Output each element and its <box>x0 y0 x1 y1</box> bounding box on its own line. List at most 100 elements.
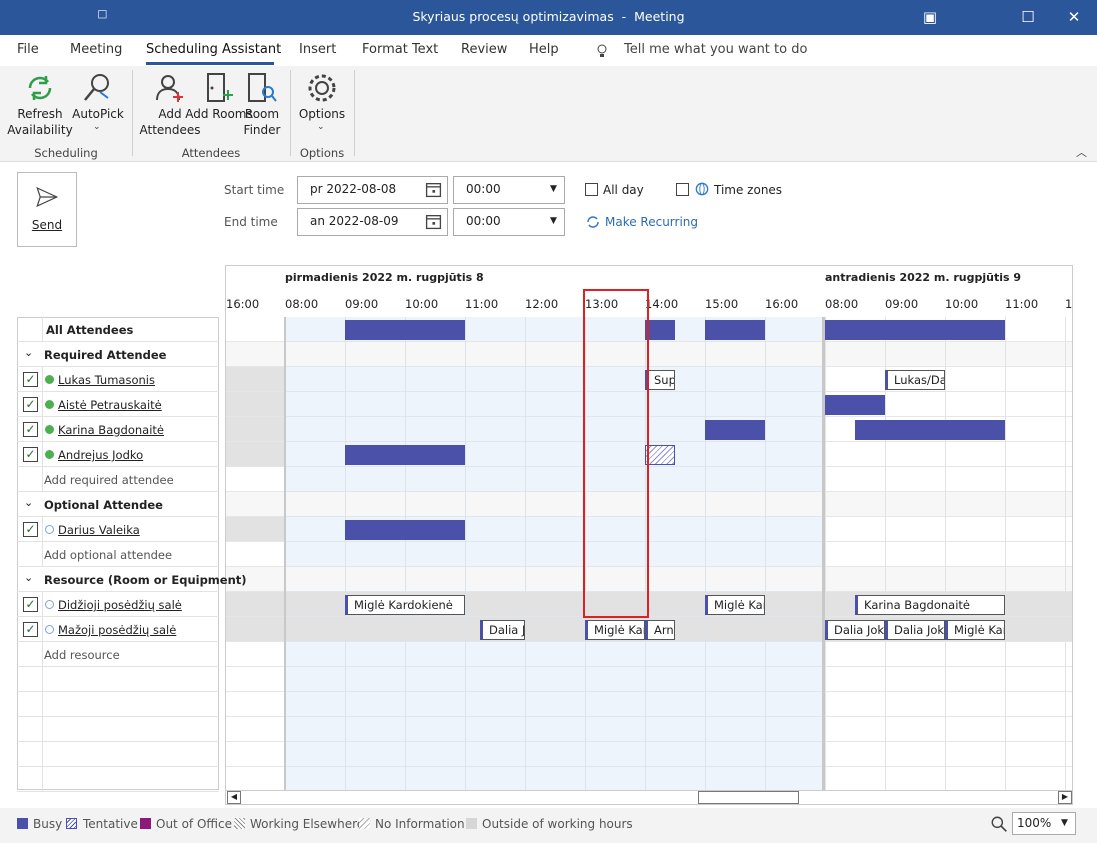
attendee-checkbox[interactable]: ✓ <box>23 422 38 437</box>
scroll-right[interactable]: ▶ <box>1058 791 1072 804</box>
date-input[interactable] <box>297 208 448 236</box>
ribbon-group-label: Options <box>299 146 345 160</box>
add-attendee[interactable]: Add resource <box>44 648 120 662</box>
time-input[interactable] <box>453 208 565 236</box>
zoom-select[interactable] <box>1012 812 1076 835</box>
attendee-checkbox[interactable]: ✓ <box>23 522 38 537</box>
hour-line <box>405 317 406 790</box>
row-shade <box>226 542 285 567</box>
ribbon-button[interactable]: Add Attendees <box>139 107 201 137</box>
menu-tab[interactable]: Scheduling Assistant <box>146 42 282 57</box>
window-button[interactable]: ✕ <box>1067 8 1081 26</box>
attendee-name[interactable]: Darius Valeika <box>58 523 140 537</box>
row-shade <box>285 367 822 392</box>
all-day-label: All day <box>603 183 644 197</box>
attendee-name[interactable]: Didžioji posėdžių salė <box>58 598 182 612</box>
ribbon-button[interactable]: Options <box>298 107 346 121</box>
hour-line <box>345 317 346 790</box>
ribbon-button[interactable]: Room Finder <box>243 107 281 137</box>
row-shade <box>285 567 822 592</box>
time-zones-label[interactable]: Time zones <box>714 183 783 197</box>
collapse-caret[interactable]: ⌄ <box>24 571 34 584</box>
ribbon-button[interactable]: Refresh Availability <box>7 107 73 137</box>
attendee-name[interactable]: Aistė Petrauskaitė <box>58 398 162 412</box>
collapse-caret[interactable]: ⌄ <box>24 496 34 509</box>
busy-block <box>825 395 885 415</box>
checkbox-column <box>17 692 43 717</box>
status-icon <box>45 400 54 409</box>
ribbon-button[interactable]: AutoPick <box>72 107 124 121</box>
checkbox-column <box>17 367 43 392</box>
make-recurring[interactable]: Make Recurring <box>605 215 699 229</box>
busy-block: Miglė Kardokienė <box>345 595 465 615</box>
ribbon-group-label: Attendees <box>181 146 241 160</box>
time-input[interactable] <box>453 176 565 204</box>
menu-tab[interactable]: Help <box>529 42 559 57</box>
window-button[interactable]: ▣ <box>922 8 938 26</box>
ribbon-separator <box>132 70 133 156</box>
attendee-checkbox[interactable]: ✓ <box>23 397 38 412</box>
checkbox[interactable] <box>676 183 689 196</box>
checkbox-column <box>17 542 43 567</box>
title-bar <box>0 0 1097 35</box>
row-shade <box>825 642 1072 667</box>
ribbon-icon-glyph <box>207 73 233 102</box>
busy-block <box>645 320 675 340</box>
day-header: antradienis 2022 m. rugpjūtis 9 <box>825 271 1022 284</box>
row-shade <box>226 517 285 542</box>
scroll-thumb[interactable] <box>698 791 799 804</box>
busy-block <box>345 320 465 340</box>
ribbon-caret: ⌄ <box>93 122 101 132</box>
date-input[interactable] <box>297 176 448 204</box>
add-attendee[interactable]: Add optional attendee <box>44 548 173 562</box>
row-shade <box>226 442 285 467</box>
legend-swatch <box>17 818 28 829</box>
attendee-name[interactable]: Karina Bagdonaitė <box>58 423 164 437</box>
attendee-name[interactable]: Lukas Tumasonis <box>58 373 155 387</box>
collapse-caret[interactable]: ⌄ <box>24 346 34 359</box>
ribbon-button[interactable]: Add Rooms <box>185 107 253 121</box>
row-shade <box>226 567 285 592</box>
globe-icon <box>695 182 709 196</box>
hour-label: 14:00 <box>645 297 679 311</box>
scroll-left[interactable]: ◀ <box>227 791 241 804</box>
hour-label: 16:00 <box>765 297 799 311</box>
lightbulb <box>594 42 610 60</box>
row-divider <box>17 491 219 492</box>
attendee-checkbox[interactable]: ✓ <box>23 372 38 387</box>
row-divider <box>17 466 219 467</box>
menu-tab[interactable]: Insert <box>299 42 337 57</box>
ribbon-icon-glyph <box>28 76 52 100</box>
row-shade <box>825 742 1072 767</box>
checkbox[interactable] <box>585 183 598 196</box>
checkbox-column <box>17 592 43 617</box>
scrollbar[interactable] <box>225 790 1073 805</box>
hour-label: 09:00 <box>885 297 919 311</box>
attendee-checkbox[interactable]: ✓ <box>23 622 38 637</box>
row-shade <box>825 692 1072 717</box>
hour-label: 08:00 <box>285 297 319 311</box>
menu-tab[interactable]: Format Text <box>362 42 439 57</box>
menu-tab[interactable]: Meeting <box>70 42 123 57</box>
window-button[interactable]: ☐ <box>1021 8 1035 26</box>
ribbon-icon <box>203 72 235 104</box>
attendee-checkbox[interactable]: ✓ <box>23 447 38 462</box>
hour-label: 13:00 <box>585 297 619 311</box>
tentative-block <box>645 445 675 465</box>
checkbox-column <box>17 392 43 417</box>
row-divider <box>17 791 219 792</box>
attendee-name[interactable]: Mažoji posėdžių salė <box>58 623 177 637</box>
attendee-checkbox[interactable]: ✓ <box>23 597 38 612</box>
ribbon <box>0 66 1097 162</box>
selected-range[interactable] <box>583 289 649 618</box>
attendee-name[interactable]: Andrejus Jodko <box>58 448 144 462</box>
quick-access <box>18 8 198 28</box>
send-button[interactable] <box>17 172 77 247</box>
tell-me[interactable]: Tell me what you want to do <box>624 42 808 57</box>
menu-tab[interactable]: Review <box>461 42 508 57</box>
menu-tab[interactable]: File <box>17 42 39 57</box>
add-attendee[interactable]: Add required attendee <box>44 473 174 487</box>
send-icon-glyph <box>36 186 59 208</box>
collapse-ribbon[interactable]: ︿ <box>1076 146 1087 159</box>
